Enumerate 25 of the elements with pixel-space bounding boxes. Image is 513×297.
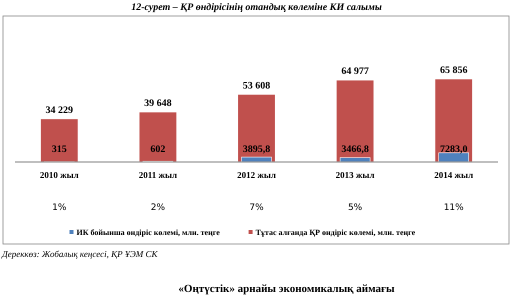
data-label: 53 608 <box>242 80 270 92</box>
text: 7% <box>249 203 264 213</box>
x-tick-label: 2013 жыл <box>336 170 375 180</box>
data-label: 64 977 <box>341 66 369 78</box>
data-label: 602 <box>150 144 166 155</box>
data-label: 65 856 <box>440 65 468 76</box>
data-label: 39 648 <box>144 98 172 110</box>
text: 11% <box>444 203 464 213</box>
x-tick-label: 2014 жыл <box>434 170 474 180</box>
text: Дереккөз: Жобалық кеңсесі, ҚР ҰЭМ СК <box>1 249 158 259</box>
text: 1% <box>52 203 67 213</box>
data-label: 315 <box>52 144 67 155</box>
x-tick-label: 2012 жыл <box>237 170 276 180</box>
legend-label: Тұтас алғанда ҚР өндіріс көлемі, млн. теңге <box>256 228 416 237</box>
data-label: 7283,0 <box>440 144 468 155</box>
text: «Оңтүстік» арнайы экономикалық аймағы <box>178 283 396 295</box>
text: 2% <box>150 203 166 213</box>
text: 5% <box>348 203 363 213</box>
x-tick-label: 2010 жыл <box>40 170 79 180</box>
chart-title: 12-сурет – ҚР өндірісінің отандық көлеміне КИ салымы <box>131 2 382 13</box>
x-tick-label: 2011 жыл <box>138 170 178 180</box>
data-label: 3895,8 <box>242 144 270 155</box>
data-label: 3466,8 <box>341 144 369 155</box>
data-label: 34 229 <box>46 104 74 116</box>
legend-label: ИК бойынша өндіріс көлемі, млн. теңге <box>76 228 220 237</box>
